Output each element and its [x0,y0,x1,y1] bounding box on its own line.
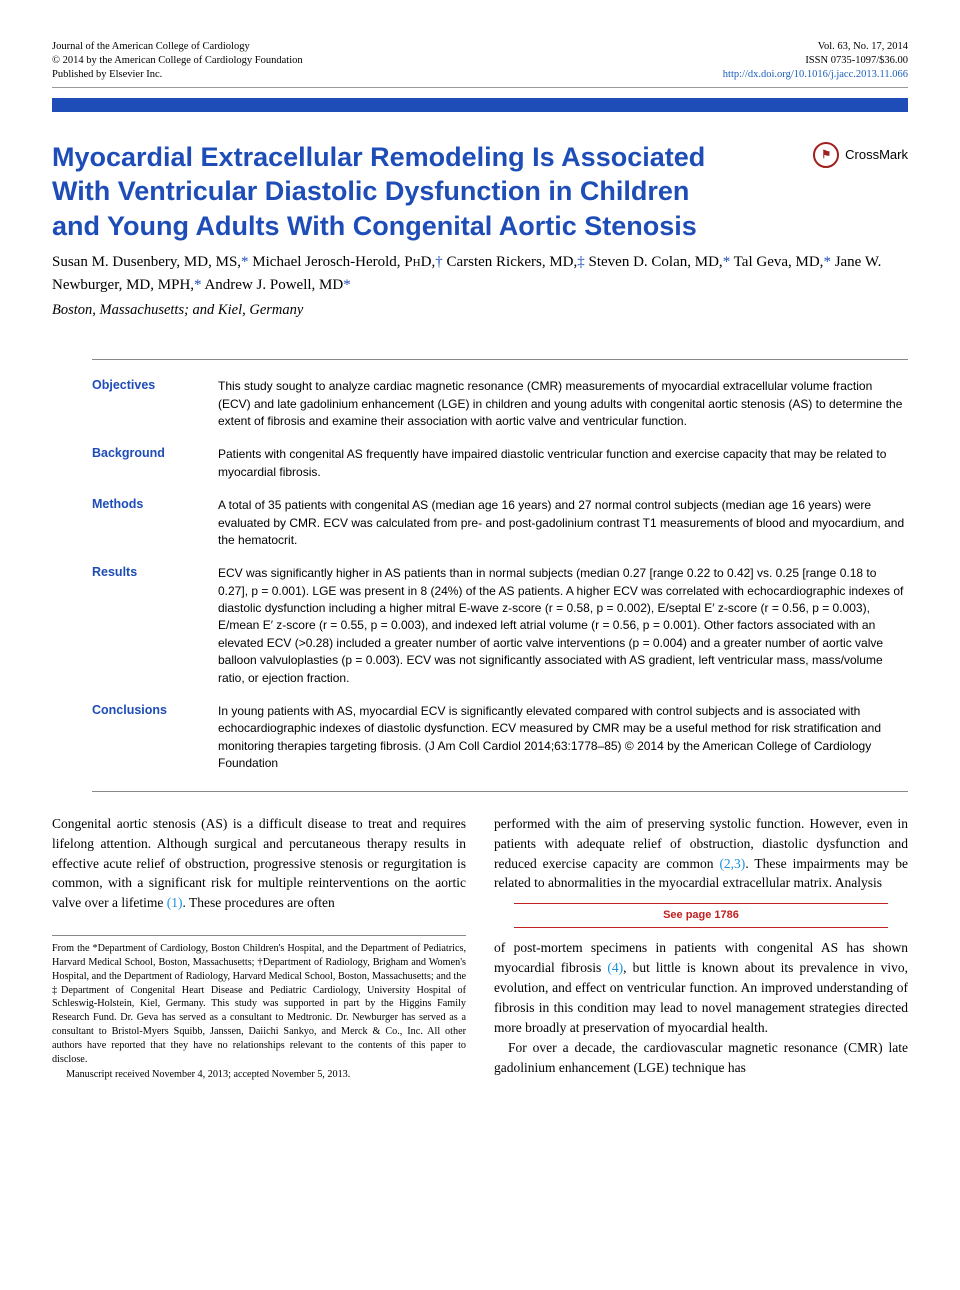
see-page-callout[interactable]: See page 1786 [514,903,888,927]
body-paragraph: of post-mortem specimens in patients wit… [494,938,908,1038]
running-header: Journal of the American College of Cardi… [52,40,908,88]
footnote-text: From the *Department of Cardiology, Bost… [52,943,466,1064]
body-columns: Congenital aortic stenosis (AS) is a dif… [52,814,908,1083]
body-col-left: Congenital aortic stenosis (AS) is a dif… [52,814,466,1083]
abstract-text-objectives: This study sought to analyze cardiac mag… [218,378,908,430]
ref-link-4[interactable]: (4) [607,960,623,975]
crossmark-icon: ⚑ [813,142,839,168]
body-paragraph: Congenital aortic stenosis (AS) is a dif… [52,814,466,914]
page-root: Journal of the American College of Cardi… [0,0,960,1112]
structured-abstract: Objectives This study sought to analyze … [92,359,908,791]
ref-link-2-3[interactable]: (2,3) [719,856,745,871]
body-text: . These procedures are often [182,895,334,910]
abstract-text-background: Patients with congenital AS frequently h… [218,446,908,481]
abstract-methods-row: Methods A total of 35 patients with cong… [92,489,908,557]
abstract-text-results: ECV was significantly higher in AS patie… [218,565,908,687]
abstract-text-methods: A total of 35 patients with congenital A… [218,497,908,549]
abstract-label-conclusions: Conclusions [92,703,200,773]
section-color-bar [52,98,908,112]
abstract-label-background: Background [92,446,200,481]
author-footnote: From the *Department of Cardiology, Bost… [52,935,466,1082]
copyright-line: © 2014 by the American College of Cardio… [52,54,303,68]
ref-link-1[interactable]: (1) [167,895,183,910]
header-left: Journal of the American College of Cardi… [52,40,303,83]
abstract-objectives-row: Objectives This study sought to analyze … [92,370,908,438]
crossmark-badge[interactable]: ⚑ CrossMark [813,142,908,168]
abstract-results-row: Results ECV was significantly higher in … [92,557,908,695]
abstract-background-row: Background Patients with congenital AS f… [92,438,908,489]
abstract-conclusions-row: Conclusions In young patients with AS, m… [92,695,908,781]
body-col-right: performed with the aim of preserving sys… [494,814,908,1083]
crossmark-label: CrossMark [845,147,908,162]
author-list: Susan M. Dusenbery, MD, MS,* Michael Jer… [52,251,908,296]
abstract-label-results: Results [92,565,200,687]
manuscript-dates: Manuscript received November 4, 2013; ac… [52,1068,466,1082]
abstract-label-objectives: Objectives [92,378,200,430]
doi-link[interactable]: http://dx.doi.org/10.1016/j.jacc.2013.11… [723,69,908,80]
body-paragraph: For over a decade, the cardiovascular ma… [494,1038,908,1078]
header-right: Vol. 63, No. 17, 2014 ISSN 0735-1097/$36… [723,40,908,83]
body-paragraph: performed with the aim of preserving sys… [494,814,908,894]
journal-name: Journal of the American College of Cardi… [52,40,303,54]
article-title: Myocardial Extracellular Remodeling Is A… [52,140,732,244]
title-block: ⚑ CrossMark Myocardial Extracellular Rem… [52,112,908,354]
abstract-label-methods: Methods [92,497,200,549]
issn-line: ISSN 0735-1097/$36.00 [723,54,908,68]
publisher-line: Published by Elsevier Inc. [52,68,303,82]
affiliation-line: Boston, Massachusetts; and Kiel, Germany [52,302,908,319]
abstract-text-conclusions: In young patients with AS, myocardial EC… [218,703,908,773]
volume-issue: Vol. 63, No. 17, 2014 [723,40,908,54]
